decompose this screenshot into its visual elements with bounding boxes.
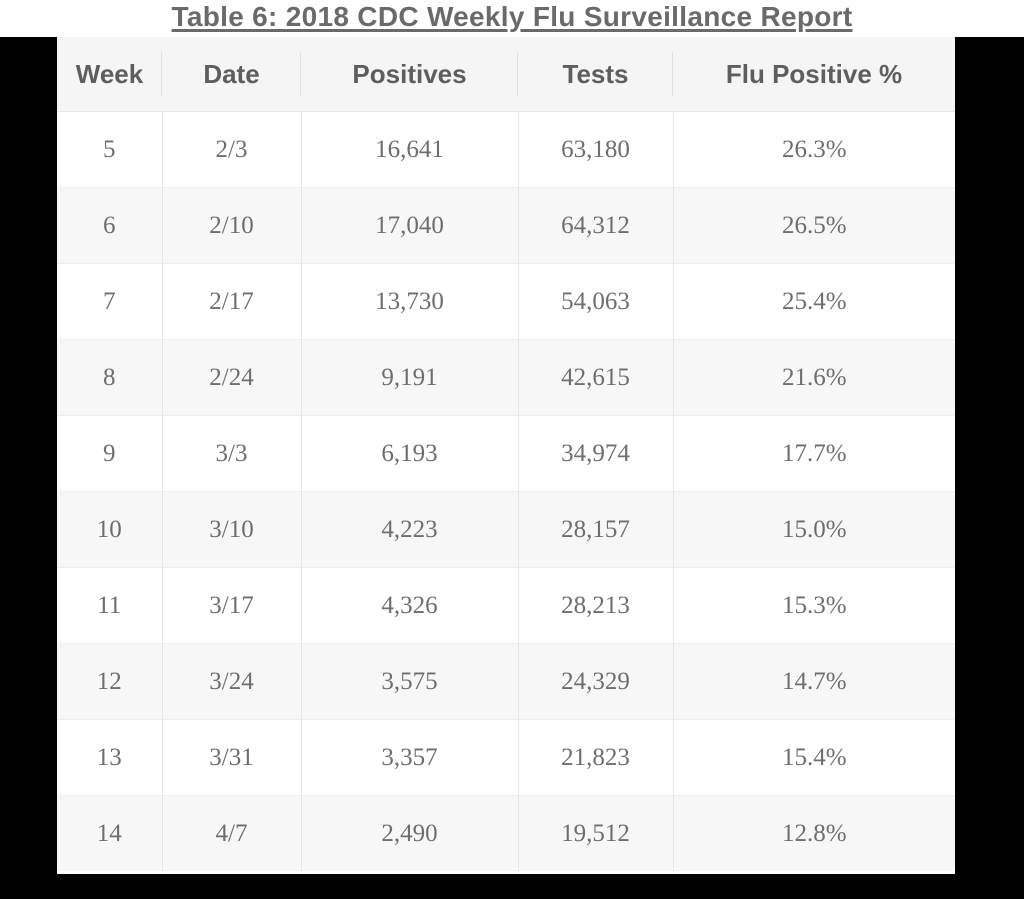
cell-tests: 63,180 [517,111,673,188]
cell-flu-positive-pct: 25.4% [672,263,955,340]
table-row: 8 2/24 9,191 42,615 21.6% [57,339,955,416]
cell-flu-positive-pct: 17.7% [672,415,955,492]
cell-date: 2/17 [161,263,301,340]
cell-date: 3/31 [161,719,301,796]
cell-flu-positive-pct: 21.6% [672,339,955,416]
table-row: 7 2/17 13,730 54,063 25.4% [57,263,955,340]
cell-tests: 34,974 [517,415,673,492]
table-row: 6 2/10 17,040 64,312 26.5% [57,187,955,264]
cell-tests: 54,063 [517,263,673,340]
cell-tests: 28,213 [517,567,673,644]
cell-positives: 6,193 [300,415,518,492]
cell-positives: 17,040 [300,187,518,264]
column-header-tests: Tests [517,37,673,112]
cell-date: 3/24 [161,643,301,720]
cell-flu-positive-pct: 15.3% [672,567,955,644]
cell-positives: 4,223 [300,491,518,568]
cell-tests: 19,512 [517,795,673,871]
table-row: 14 4/7 2,490 19,512 12.8% [57,795,955,871]
table-row: 11 3/17 4,326 28,213 15.3% [57,567,955,644]
cell-flu-positive-pct: 14.7% [672,643,955,720]
cell-positives: 13,730 [300,263,518,340]
cell-flu-positive-pct: 26.5% [672,187,955,264]
cell-positives: 2,490 [300,795,518,871]
cell-week: 10 [57,491,162,568]
cell-flu-positive-pct: 15.4% [672,719,955,796]
cell-date: 2/10 [161,187,301,264]
cell-week: 12 [57,643,162,720]
cell-positives: 3,575 [300,643,518,720]
column-header-positives: Positives [300,37,518,112]
page-title: Table 6: 2018 CDC Weekly Flu Surveillanc… [171,1,853,32]
column-header-date: Date [161,37,301,112]
cell-tests: 42,615 [517,339,673,416]
cell-date: 3/3 [161,415,301,492]
cell-week: 8 [57,339,162,416]
column-header-flu-positive-pct: Flu Positive % [672,37,955,112]
cell-week: 11 [57,567,162,644]
cell-positives: 4,326 [300,567,518,644]
cell-date: 3/17 [161,567,301,644]
cell-flu-positive-pct: 15.0% [672,491,955,568]
cell-date: 2/3 [161,111,301,188]
cell-week: 5 [103,135,116,163]
flu-surveillance-table-panel: Week Date Positives Tests Flu Positive %… [57,37,955,874]
cell-positives: 16,641 [300,111,518,188]
cell-date: 4/7 [161,795,301,871]
cell-week: 7 [57,263,162,340]
title-bar: Table 6: 2018 CDC Weekly Flu Surveillanc… [0,0,1024,37]
table-row: 10 3/10 4,223 28,157 15.0% [57,491,955,568]
header-row: Week Date Positives Tests Flu Positive % [57,37,955,112]
cell-tests: 28,157 [517,491,673,568]
cell-positives: 9,191 [300,339,518,416]
cell-tests: 24,329 [517,643,673,720]
cell-flu-positive-pct: 26.3% [672,111,955,188]
cell-date: 2/24 [161,339,301,416]
cell-week: 9 [57,415,162,492]
cell-date: 3/10 [161,491,301,568]
cell-week: 6 [57,187,162,264]
table-row: 12 3/24 3,575 24,329 14.7% [57,643,955,720]
column-header-week: Week [57,37,162,112]
cell-week: 14 [57,795,162,871]
cell-tests: 21,823 [517,719,673,796]
table-row: 5 2/3 16,641 63,180 26.3% [57,111,955,188]
flu-surveillance-table: Week Date Positives Tests Flu Positive %… [57,37,955,871]
cell-flu-positive-pct: 12.8% [672,795,955,871]
cell-week: 13 [57,719,162,796]
table-row: 13 3/31 3,357 21,823 15.4% [57,719,955,796]
table-row: 9 3/3 6,193 34,974 17.7% [57,415,955,492]
cell-positives: 3,357 [300,719,518,796]
cell-tests: 64,312 [517,187,673,264]
